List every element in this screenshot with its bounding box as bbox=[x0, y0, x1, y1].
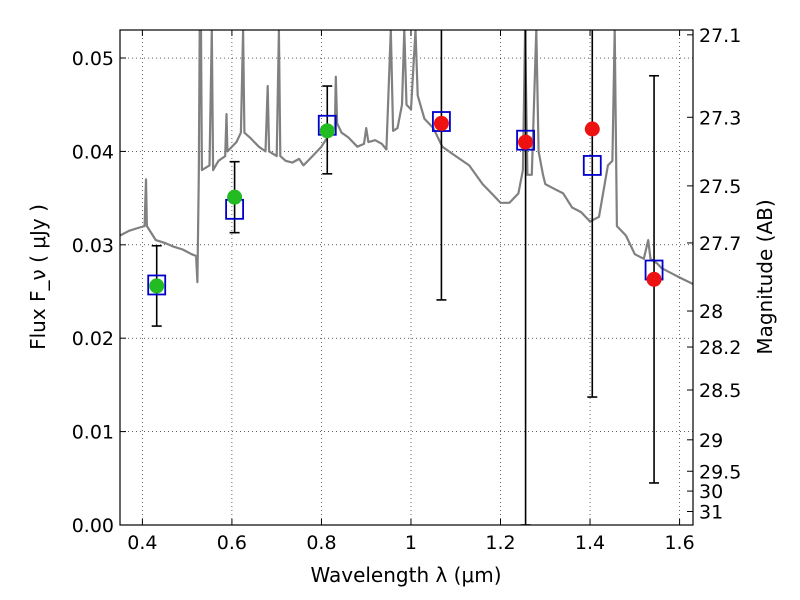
y-axis-title: Flux F_ν ( μJy ) bbox=[26, 204, 50, 350]
right-tick-label: 27.1 bbox=[699, 25, 741, 47]
model-photometry-square bbox=[432, 111, 451, 132]
right-tick-label: 30 bbox=[699, 481, 723, 503]
axes: 0.4 0.6 0.8 1 1.2 1.4 1.6 0.00 0.01 0.02 0.03 0.04 0… bbox=[72, 25, 742, 554]
plot-background bbox=[120, 30, 693, 525]
right-tick-label: 29.5 bbox=[699, 461, 741, 483]
data-marks-layer bbox=[147, 30, 664, 525]
upper-limit-point bbox=[433, 115, 449, 131]
x-tick-label: 1.4 bbox=[575, 532, 605, 554]
detection-point bbox=[227, 189, 243, 205]
model-photometry-square bbox=[516, 129, 535, 151]
x-tick-label: 0.4 bbox=[127, 532, 157, 554]
x-tick-label: 1.6 bbox=[664, 532, 694, 554]
right-tick-label: 27.3 bbox=[699, 107, 741, 129]
detection-point bbox=[319, 123, 335, 139]
right-tick-label: 27.5 bbox=[699, 176, 741, 198]
y-tick-label: 0.03 bbox=[72, 235, 114, 257]
right-tick-label: 28 bbox=[699, 301, 723, 323]
y-tick-label: 0.04 bbox=[72, 141, 114, 163]
model-spectrum-line bbox=[120, 30, 693, 285]
x-tick-label: 1.2 bbox=[485, 532, 515, 554]
model-spectrum-layer bbox=[120, 30, 693, 285]
grid bbox=[120, 30, 693, 526]
right-tick-label: 27.7 bbox=[699, 233, 741, 255]
y-tick-label: 0.01 bbox=[72, 422, 114, 444]
model-photometry-square bbox=[582, 155, 602, 176]
detection-point bbox=[149, 278, 165, 294]
model-photometry-square bbox=[147, 274, 167, 296]
upper-limit-point bbox=[646, 271, 662, 287]
plot-frame bbox=[119, 29, 694, 526]
y-tick-label: 0.02 bbox=[72, 328, 114, 350]
right-tick-label: 28.5 bbox=[699, 380, 741, 402]
x-tick-label: 0.8 bbox=[306, 532, 336, 554]
upper-limit-point bbox=[518, 134, 534, 150]
right-axis-title: Magnitude (AB) bbox=[753, 199, 777, 354]
x-tick-label: 0.6 bbox=[217, 532, 247, 554]
y-tick-label: 0.05 bbox=[72, 48, 114, 70]
x-axis-title: Wavelength λ (μm) bbox=[310, 563, 501, 587]
right-tick-label: 29 bbox=[699, 430, 723, 452]
y-tick-label: 0.00 bbox=[72, 515, 114, 537]
upper-limit-point bbox=[584, 121, 600, 137]
right-tick-label: 28.2 bbox=[699, 337, 741, 359]
x-tick-label: 1 bbox=[405, 532, 417, 554]
right-tick-label: 31 bbox=[699, 501, 723, 523]
